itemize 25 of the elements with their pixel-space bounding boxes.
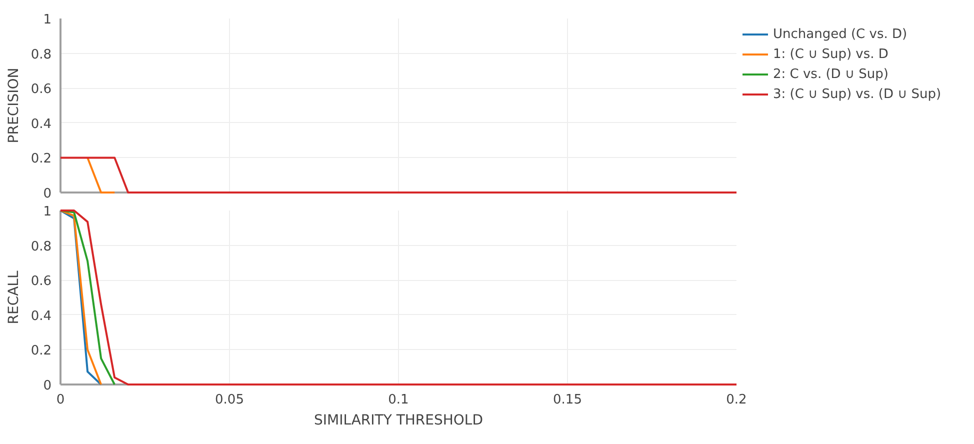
x-tick-label: 0.05 <box>215 392 244 408</box>
y-tick-label: 0.6 <box>30 82 52 98</box>
y-tick-label: 0.6 <box>30 274 52 290</box>
y-tick-label: 0.8 <box>30 47 52 62</box>
legend-label: 2: C vs. (D ∪ Sup) <box>773 66 888 82</box>
y-tick-label: 1 <box>43 204 52 220</box>
y-tick-label: 0.2 <box>30 344 52 359</box>
x-tick-label: 0.1 <box>388 392 409 408</box>
y-tick-label: 0 <box>43 186 52 202</box>
x-axis-title: SIMILARITY THRESHOLD <box>314 412 483 428</box>
legend-label: Unchanged (C vs. D) <box>773 26 908 42</box>
y-tick-label: 0 <box>43 378 52 394</box>
y-tick-label: 0.8 <box>30 239 52 254</box>
x-tick-label: 0.15 <box>553 392 582 408</box>
y-tick-label: 0.4 <box>30 116 52 132</box>
x-tick-label: 0.2 <box>726 392 747 408</box>
legend-label: 1: (C ∪ Sup) vs. D <box>773 46 888 62</box>
line-series <box>60 210 738 386</box>
y-tick-label: 0.2 <box>30 152 52 167</box>
y-axis-title: PRECISION <box>6 68 22 144</box>
y-tick-label: 0.4 <box>30 308 52 324</box>
legend-label: 3: (C ∪ Sup) vs. (D ∪ Sup) <box>773 86 942 102</box>
x-tick-label: 0 <box>56 392 65 408</box>
y-tick-label: 1 <box>43 12 52 28</box>
y-axis-title: RECALL <box>6 270 22 324</box>
